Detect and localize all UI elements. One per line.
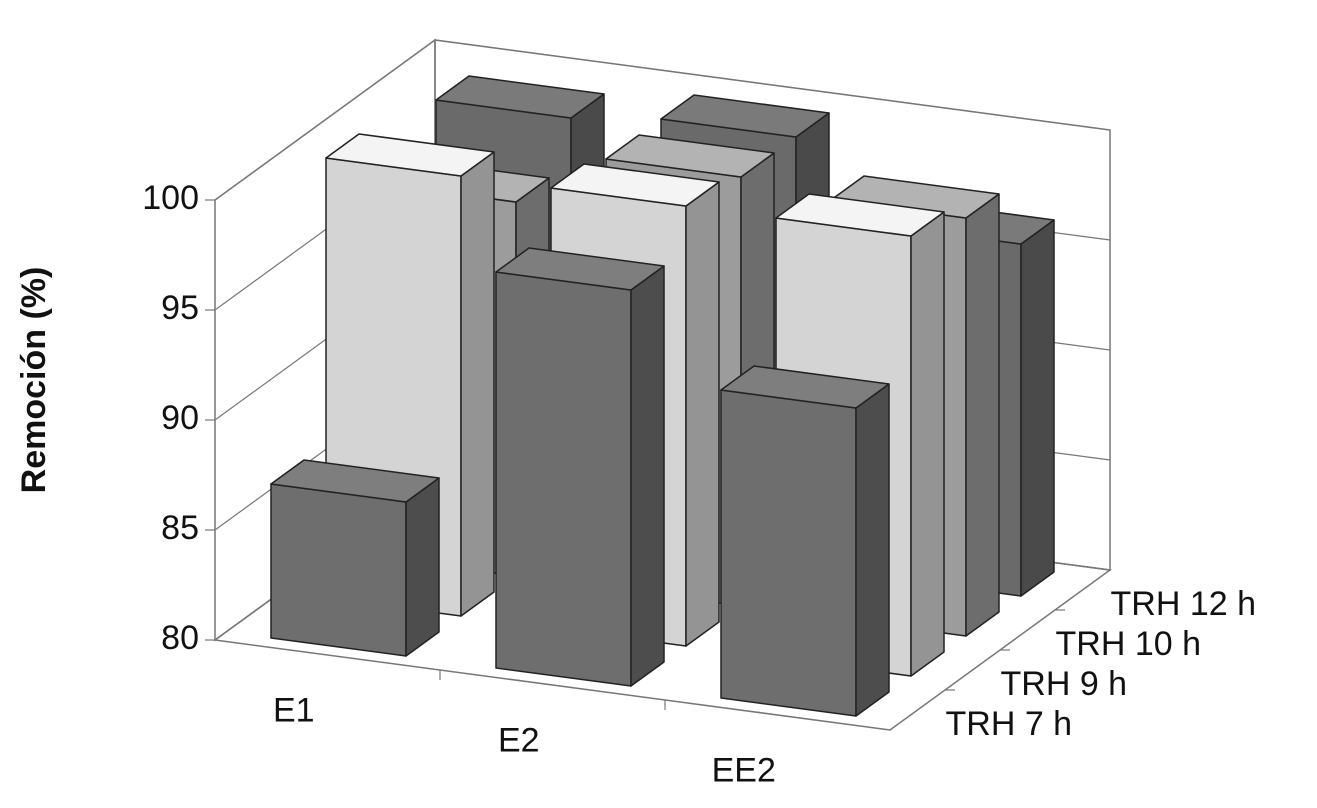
bar-top — [270, 459, 440, 503]
y-tick-label: 100 — [142, 179, 199, 217]
bar-side — [685, 181, 720, 647]
y-tick-label: 80 — [161, 619, 199, 657]
x-tick-label: E2 — [498, 721, 540, 759]
bar-top — [435, 75, 605, 119]
legend-label: TRH 7 h — [946, 705, 1073, 743]
legend-label: TRH 12 h — [1111, 585, 1257, 623]
bar-side — [630, 265, 665, 687]
bar-front — [270, 483, 407, 657]
bar — [270, 459, 440, 657]
y-axis-title: Remoción (%) — [15, 267, 53, 494]
legend-label: TRH 9 h — [1001, 665, 1128, 703]
bar-side — [855, 383, 890, 717]
grid-line — [214, 39, 1111, 201]
bar-side — [405, 477, 440, 657]
x-tick-label: E1 — [273, 691, 315, 729]
bar — [495, 247, 665, 687]
bar-side — [1020, 219, 1055, 597]
y-tick-label: 85 — [161, 509, 199, 547]
bar-top — [605, 134, 775, 178]
bar-front — [495, 271, 632, 687]
bar-side — [460, 151, 495, 617]
bar-front — [720, 389, 857, 717]
bar — [720, 365, 890, 717]
bar-top — [660, 94, 830, 138]
bar-side — [965, 193, 1000, 637]
bar-top — [550, 163, 720, 207]
legend-label: TRH 10 h — [1056, 625, 1202, 663]
y-tick-label: 95 — [161, 289, 199, 327]
bar-top — [325, 133, 495, 177]
bar-top — [495, 247, 665, 291]
x-tick-label: EE2 — [712, 751, 776, 789]
bar-top — [720, 365, 890, 409]
bar-top — [775, 193, 945, 237]
y-tick-label: 90 — [161, 399, 199, 437]
bar-side — [910, 211, 945, 677]
